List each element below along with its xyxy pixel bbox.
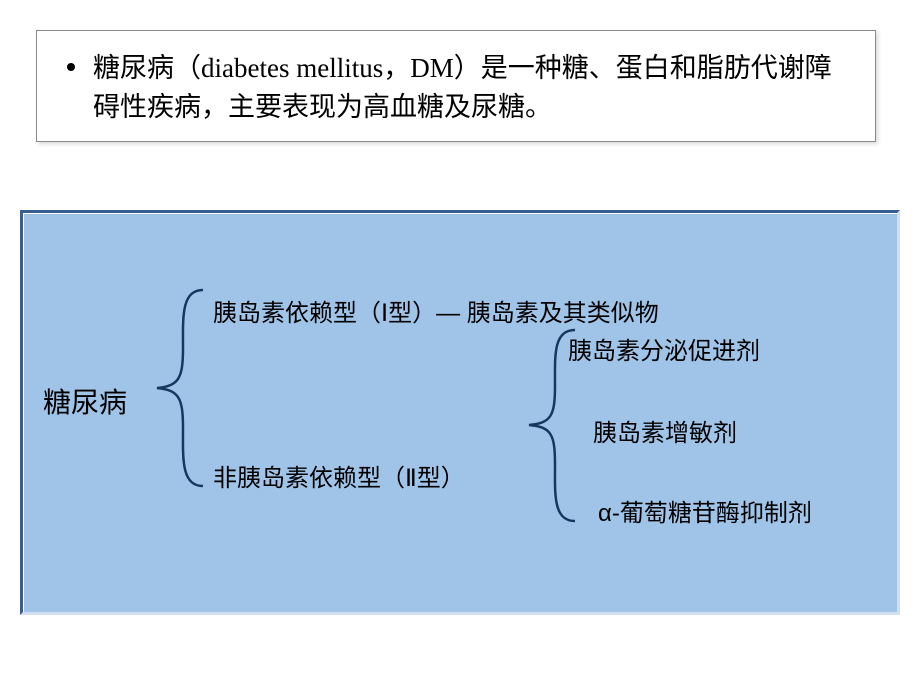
definition-box: 糖尿病（diabetes mellitus，DM）是一种糖、蛋白和脂肪代谢障碍性… <box>36 30 876 142</box>
sub3-node: α-葡萄糖苷酶抑制剂 <box>598 493 812 528</box>
sub1-node: 胰岛素分泌促进剂 <box>568 331 760 366</box>
diagram-box: 糖尿病 胰岛素依赖型（Ⅰ型）— 胰岛素及其类似物 非胰岛素依赖型（Ⅱ型） 胰岛素… <box>20 210 900 615</box>
definition-text: 糖尿病（diabetes mellitus，DM）是一种糖、蛋白和脂肪代谢障碍性… <box>93 53 832 122</box>
type1-node: 胰岛素依赖型（Ⅰ型）— 胰岛素及其类似物 <box>213 293 659 328</box>
type2-node: 非胰岛素依赖型（Ⅱ型） <box>213 458 465 493</box>
diagram-inner: 糖尿病 胰岛素依赖型（Ⅰ型）— 胰岛素及其类似物 非胰岛素依赖型（Ⅱ型） 胰岛素… <box>23 213 897 612</box>
root-node: 糖尿病 <box>43 381 127 421</box>
brace-left-icon <box>151 288 211 488</box>
bullet-icon <box>67 63 75 71</box>
definition-text-wrap: 糖尿病（diabetes mellitus，DM）是一种糖、蛋白和脂肪代谢障碍性… <box>63 49 849 127</box>
sub2-node: 胰岛素增敏剂 <box>593 413 737 448</box>
